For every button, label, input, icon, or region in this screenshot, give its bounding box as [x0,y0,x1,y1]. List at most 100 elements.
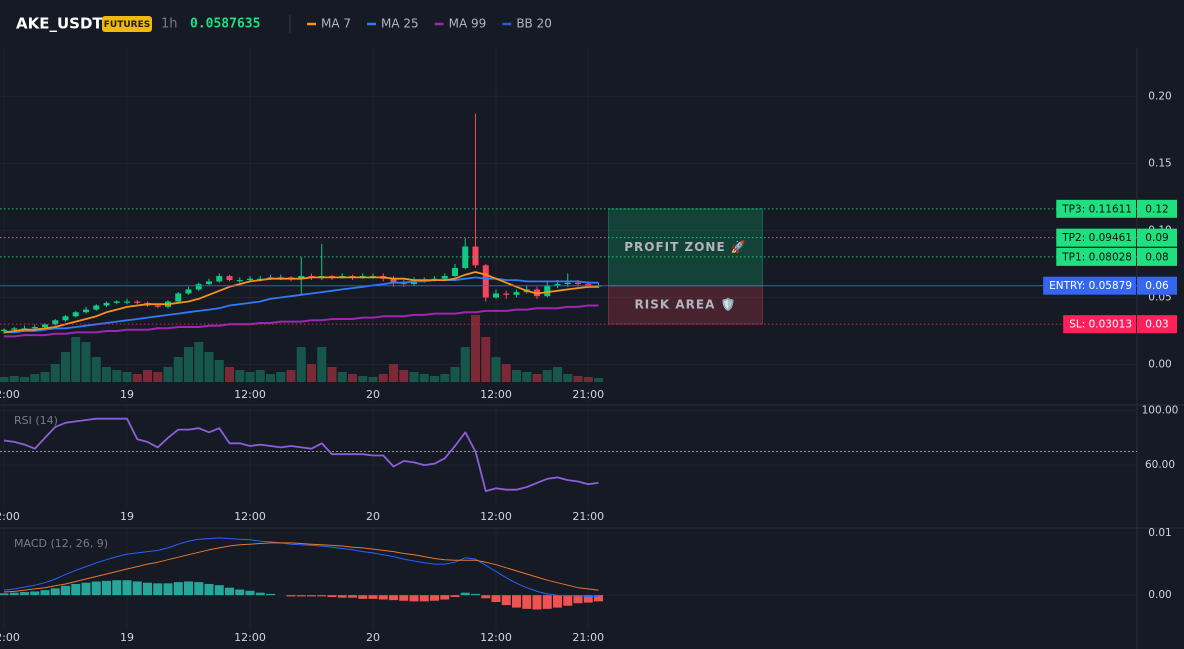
volume-bar [471,315,480,382]
volume-bar [30,374,40,382]
histogram-bar [204,583,214,596]
histogram-bar [163,583,173,596]
level-tag: TP3: 0.11611 [1061,203,1132,215]
candle-body [390,278,397,283]
candle-body [93,305,100,310]
histogram-bar [542,595,552,609]
histogram-bar [419,595,429,602]
y-tick-label: 0.00 [1148,589,1171,601]
volume-bar [102,367,111,382]
histogram-bar [81,582,91,596]
legend-label[interactable]: MA 7 [321,17,351,31]
candle-body [482,265,489,298]
volume-bar [184,347,193,382]
price-tag-bg [1137,247,1177,266]
badge-bg [102,16,152,32]
histogram-bar [296,595,306,597]
x-tick-label: 20 [366,510,380,523]
candle-body [216,276,223,282]
y-tick-label: 60.00 [1145,459,1175,471]
candle-body [113,301,120,303]
histogram-bar [317,595,327,597]
legend-label[interactable]: BB 20 [516,17,552,31]
level-tag-bg [1056,247,1136,266]
legend-label[interactable]: MA 25 [381,17,419,31]
volume-bar [9,376,19,382]
interval[interactable]: 1h [161,17,178,32]
volume-bar [450,367,460,382]
histogram-bar [20,592,29,596]
volume-bar [61,352,70,382]
candle-body [452,267,458,277]
y-tick-label: 0.20 [1148,90,1171,102]
histogram-bar [122,580,132,596]
histogram-bar [389,595,398,601]
candle-body [31,327,38,329]
volume-bar [20,377,29,382]
histogram-bar [102,580,111,596]
candle-body [154,305,161,307]
volume-bar [163,367,173,382]
volume-bar [173,357,183,382]
histogram-bar [399,595,409,601]
y-tick-label: 0.01 [1148,527,1171,539]
volume-bar [112,370,122,382]
x-tick-label: 12:00 [0,631,20,644]
ma-line [3,271,599,334]
x-tick-label: 12:00 [0,510,20,523]
histogram-bar [409,595,419,602]
x-tick-label: 19 [120,510,134,523]
volume-bar [594,378,603,382]
macd-line [3,537,599,597]
volume-bar [430,376,439,382]
volume-bar [276,372,286,382]
volume-bar [481,337,491,382]
candle-body [175,293,182,302]
volume-bar [245,372,255,382]
y-tick-label: 0.00 [1148,359,1171,371]
candle-body [11,328,18,330]
volume-bar [50,364,60,382]
candle-body [544,285,551,297]
price-tag: 0.06 [1145,280,1169,292]
volume-bar [348,374,357,382]
volume-bar [368,377,378,382]
volume-bar [235,370,245,382]
candle-body [62,316,69,321]
candle-body [585,284,592,286]
legend-label[interactable]: MA 99 [449,17,487,31]
price-tag-bg [1137,315,1177,334]
candle-body [236,280,243,282]
histogram-bar [214,585,224,596]
histogram-bar [491,595,501,602]
histogram-bar [471,593,480,596]
x-tick-label: 12:00 [0,388,20,401]
zone-label: RISK AREA 🛡️ [635,297,737,311]
histogram-bar [266,593,275,596]
histogram-bar [30,591,40,596]
volume-bar [286,370,296,382]
volume-bar [512,370,521,382]
symbol[interactable]: AKE_USDT [16,15,103,33]
level-tag-bg [1056,228,1136,247]
level-tag-bg [1063,315,1136,334]
histogram-bar [460,592,470,596]
pane-title: RSI (14) [14,414,58,427]
histogram-bar [225,587,234,596]
volume-bar [553,367,562,382]
level-tag: ENTRY: 0.05879 [1049,280,1132,292]
volume-bar [501,364,511,382]
volume-bar [296,347,306,382]
candle-body [503,293,510,295]
volume-bar [266,374,275,382]
histogram-bar [307,595,316,597]
volume-bar [225,367,234,382]
histogram-bar [553,595,562,608]
volume-bar [122,372,132,382]
y-tick-label: 0.15 [1148,157,1171,169]
volume-bar [358,376,368,382]
ma-line [4,304,599,338]
x-tick-label: 20 [366,388,380,401]
price-tag: 0.08 [1145,251,1168,263]
